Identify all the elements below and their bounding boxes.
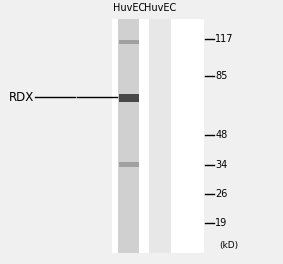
Bar <box>119 40 139 44</box>
Text: RDX: RDX <box>9 91 34 104</box>
Text: 19: 19 <box>215 218 227 228</box>
Text: 26: 26 <box>215 189 228 199</box>
Text: (kD): (kD) <box>219 241 239 249</box>
Text: 85: 85 <box>215 71 228 81</box>
Bar <box>149 19 170 253</box>
Bar <box>112 19 204 253</box>
Text: 34: 34 <box>215 160 227 170</box>
Bar <box>119 94 139 102</box>
Bar <box>118 19 140 253</box>
Text: HuvEC: HuvEC <box>144 3 176 13</box>
Text: HuvEC: HuvEC <box>113 3 145 13</box>
Text: 48: 48 <box>215 130 227 140</box>
Bar <box>119 162 139 167</box>
Text: 117: 117 <box>215 34 233 44</box>
